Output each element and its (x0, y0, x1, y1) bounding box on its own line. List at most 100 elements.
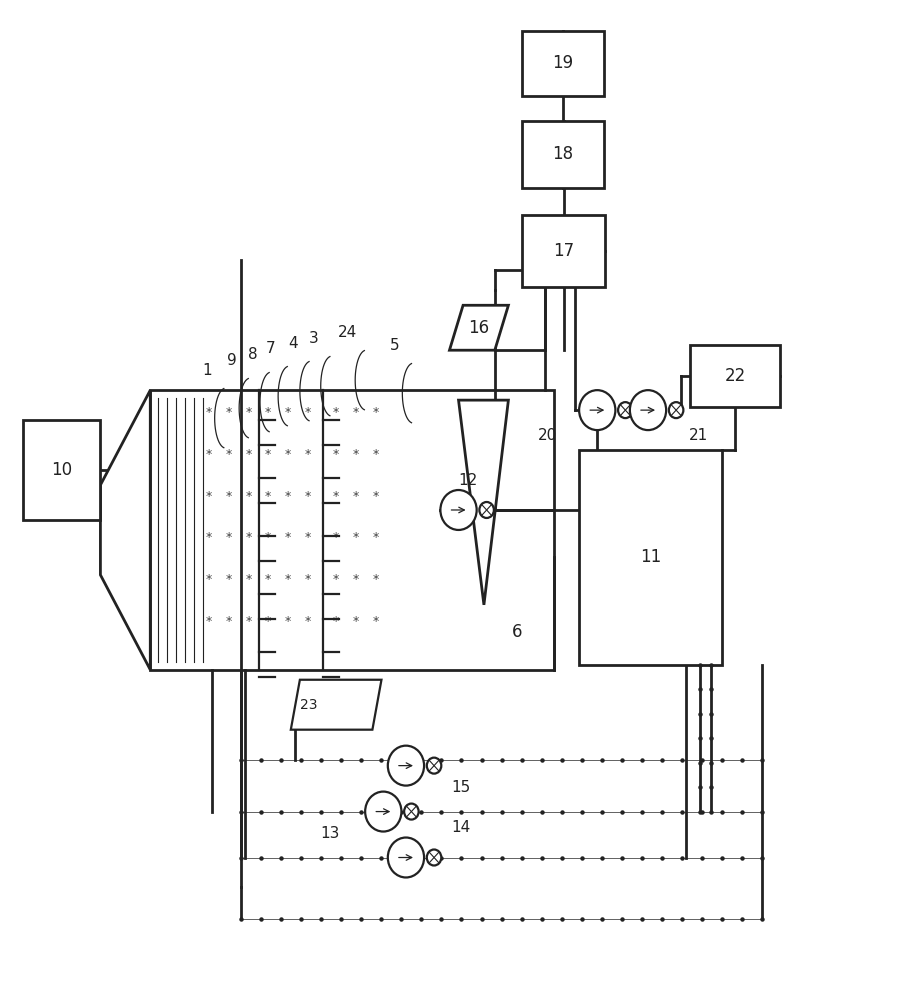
Bar (522, 121, 604, 188)
Text: *: * (333, 615, 340, 628)
Text: 12: 12 (458, 473, 478, 488)
Text: *: * (206, 490, 212, 503)
Text: *: * (246, 406, 252, 419)
Text: *: * (353, 573, 360, 586)
Bar (690, 345, 780, 407)
Text: *: * (373, 573, 380, 586)
Text: 15: 15 (451, 780, 470, 795)
Text: *: * (353, 531, 360, 544)
Text: 11: 11 (640, 548, 661, 566)
Text: *: * (285, 573, 291, 586)
Circle shape (618, 402, 633, 418)
Circle shape (440, 490, 477, 530)
Text: 1: 1 (202, 363, 212, 378)
Text: *: * (226, 573, 232, 586)
Text: 18: 18 (552, 145, 573, 163)
Text: 14: 14 (451, 820, 470, 835)
Text: *: * (285, 448, 291, 461)
Circle shape (365, 792, 401, 832)
Text: *: * (206, 406, 212, 419)
Text: 16: 16 (469, 319, 489, 337)
Bar (24, 420, 101, 520)
Text: *: * (206, 615, 212, 628)
Text: 3: 3 (309, 331, 319, 346)
Text: *: * (373, 490, 380, 503)
Text: *: * (305, 615, 311, 628)
Text: *: * (333, 490, 340, 503)
Text: *: * (333, 573, 340, 586)
Text: 9: 9 (227, 353, 237, 368)
Circle shape (427, 758, 441, 774)
Text: *: * (246, 615, 252, 628)
Circle shape (388, 746, 424, 786)
Text: *: * (285, 406, 291, 419)
Text: *: * (305, 448, 311, 461)
Text: *: * (206, 573, 212, 586)
Text: *: * (353, 448, 360, 461)
Text: *: * (226, 490, 232, 503)
Text: 22: 22 (725, 367, 745, 385)
Text: 23: 23 (301, 698, 318, 712)
Circle shape (479, 502, 494, 518)
Text: *: * (265, 531, 271, 544)
Bar (522, 31, 604, 96)
Text: *: * (246, 531, 252, 544)
Text: *: * (246, 490, 252, 503)
Text: *: * (285, 490, 291, 503)
Circle shape (669, 402, 684, 418)
Text: *: * (373, 531, 380, 544)
Text: *: * (353, 615, 360, 628)
Text: *: * (265, 406, 271, 419)
Text: 19: 19 (552, 54, 573, 72)
Text: *: * (333, 531, 340, 544)
Text: *: * (305, 406, 311, 419)
Text: 6: 6 (512, 623, 523, 641)
Circle shape (427, 850, 441, 865)
Text: *: * (246, 448, 252, 461)
Text: 21: 21 (689, 428, 708, 443)
Text: 2: 2 (462, 506, 473, 524)
Text: 10: 10 (52, 461, 73, 479)
Polygon shape (459, 400, 508, 605)
Text: *: * (373, 448, 380, 461)
Polygon shape (291, 680, 381, 730)
Bar (522, 215, 606, 287)
Text: *: * (333, 406, 340, 419)
Text: 7: 7 (266, 341, 276, 356)
Text: *: * (285, 615, 291, 628)
Text: *: * (226, 615, 232, 628)
Text: *: * (226, 406, 232, 419)
Text: 4: 4 (288, 336, 298, 351)
Text: *: * (265, 573, 271, 586)
Text: *: * (305, 573, 311, 586)
Text: *: * (265, 490, 271, 503)
Text: 20: 20 (538, 428, 558, 443)
Text: 24: 24 (339, 325, 358, 340)
Text: *: * (265, 448, 271, 461)
Text: *: * (373, 615, 380, 628)
Text: *: * (373, 406, 380, 419)
Text: *: * (305, 531, 311, 544)
Text: 17: 17 (553, 242, 574, 260)
Bar (579, 450, 723, 665)
Circle shape (630, 390, 666, 430)
Text: *: * (353, 490, 360, 503)
Text: 8: 8 (248, 347, 258, 362)
Text: *: * (353, 406, 360, 419)
Polygon shape (449, 305, 508, 350)
Text: *: * (285, 531, 291, 544)
Text: *: * (333, 448, 340, 461)
Text: *: * (206, 448, 212, 461)
Text: *: * (226, 531, 232, 544)
Polygon shape (101, 390, 151, 670)
Circle shape (404, 804, 419, 820)
Circle shape (579, 390, 616, 430)
Text: *: * (305, 490, 311, 503)
Circle shape (388, 838, 424, 877)
Text: *: * (206, 531, 212, 544)
Bar (151, 390, 554, 670)
Text: *: * (246, 573, 252, 586)
Text: 5: 5 (390, 338, 400, 353)
Text: 13: 13 (320, 826, 340, 841)
Text: *: * (226, 448, 232, 461)
